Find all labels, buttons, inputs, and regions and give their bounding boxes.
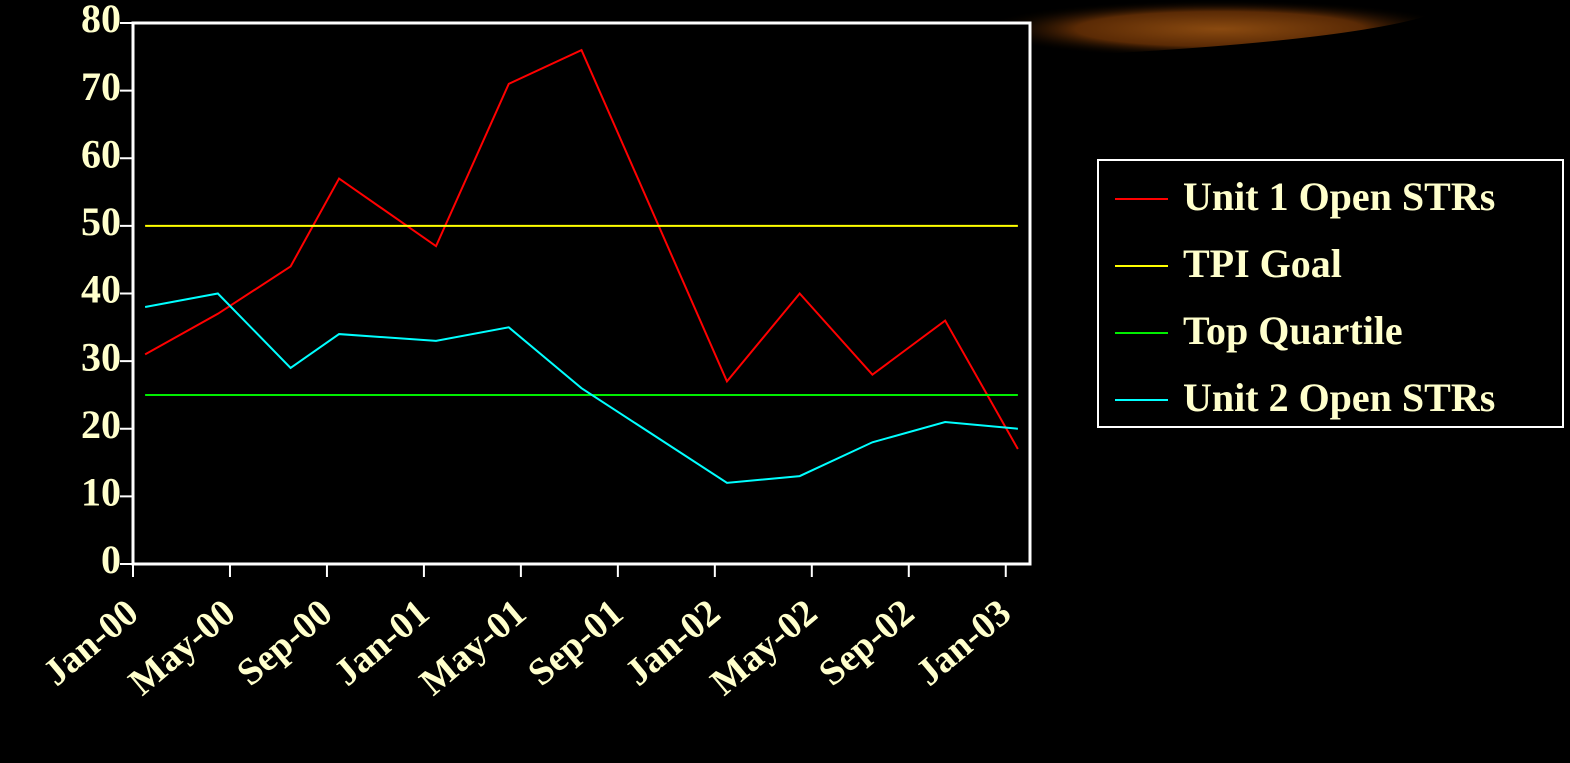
decoration-glow <box>980 0 1460 58</box>
legend-label: Unit 1 Open STRs <box>1183 174 1495 219</box>
legend-label: TPI Goal <box>1183 241 1342 286</box>
series-line <box>144 292 1018 484</box>
y-tick-label: 10 <box>81 470 121 515</box>
y-tick-label: 0 <box>101 537 121 582</box>
y-tick-label: 30 <box>81 334 121 379</box>
legend-box <box>1097 159 1564 428</box>
series-line <box>144 48 1019 450</box>
y-tick-label: 70 <box>81 64 121 109</box>
y-tick-label: 40 <box>81 267 121 312</box>
y-tick-label: 60 <box>81 131 121 176</box>
y-tick-label: 80 <box>81 0 121 41</box>
legend-label: Unit 2 Open STRs <box>1183 375 1495 420</box>
legend-label: Top Quartile <box>1183 308 1403 353</box>
y-tick-label: 20 <box>81 402 121 447</box>
y-tick-label: 50 <box>81 199 121 244</box>
plot-frame <box>131 21 1032 566</box>
